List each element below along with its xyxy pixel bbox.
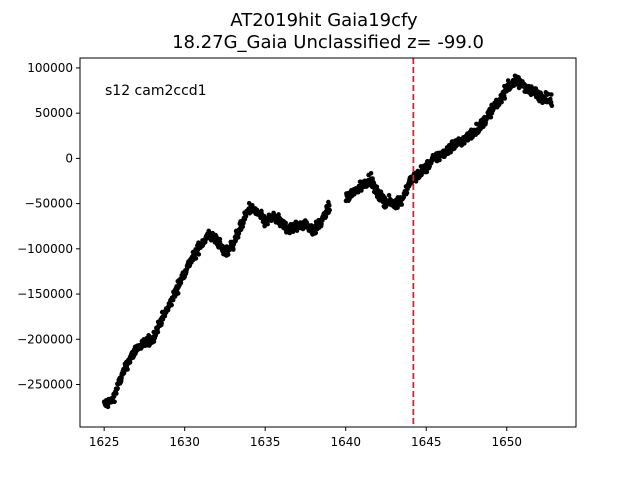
y-tick-label: −50000 xyxy=(25,197,73,211)
data-point xyxy=(404,190,410,196)
x-axis: 1625 1630 1635 1640 1645 1650 xyxy=(89,427,522,449)
data-point xyxy=(419,172,424,178)
x-tick-label: 1645 xyxy=(411,435,442,449)
data-point xyxy=(235,235,241,240)
data-point xyxy=(549,103,555,109)
data-point xyxy=(370,176,375,181)
data-point xyxy=(225,252,231,257)
data-point xyxy=(549,92,554,97)
data-point xyxy=(125,367,130,372)
x-tick-label: 1625 xyxy=(89,435,120,449)
data-point xyxy=(462,141,467,146)
data-point xyxy=(112,399,117,405)
ccd-annotation: s12 cam2ccd1 xyxy=(105,83,207,99)
data-point xyxy=(115,386,120,391)
data-point xyxy=(240,224,246,230)
data-point xyxy=(250,203,255,208)
data-point xyxy=(368,170,374,176)
data-point xyxy=(159,321,164,326)
data-point xyxy=(113,391,119,396)
data-point xyxy=(502,96,508,101)
data-point xyxy=(545,91,551,97)
data-point xyxy=(413,179,419,184)
x-tick-label: 1635 xyxy=(250,435,281,449)
x-tick-label: 1630 xyxy=(169,435,200,449)
data-point xyxy=(276,212,281,217)
data-point xyxy=(313,230,319,236)
y-tick-label: −150000 xyxy=(17,287,73,301)
plot-frame xyxy=(79,57,577,428)
data-point xyxy=(146,333,152,339)
data-point xyxy=(386,192,392,198)
data-point xyxy=(175,291,181,296)
x-tick-label: 1650 xyxy=(491,435,522,449)
data-point xyxy=(488,114,494,120)
y-tick-label: 0 xyxy=(65,151,73,165)
data-point xyxy=(374,184,380,190)
y-tick-label: −250000 xyxy=(17,377,73,391)
data-point xyxy=(265,221,270,227)
data-point xyxy=(127,360,133,365)
data-point xyxy=(327,207,332,213)
data-point xyxy=(319,221,324,227)
data-point xyxy=(231,247,236,252)
x-tick-label: 1640 xyxy=(330,435,361,449)
data-points xyxy=(101,73,555,410)
y-tick-label: −200000 xyxy=(17,332,73,346)
y-tick-label: −100000 xyxy=(17,242,73,256)
data-point xyxy=(193,256,199,261)
plot-area xyxy=(101,58,555,427)
data-point xyxy=(155,329,161,335)
data-point xyxy=(395,205,400,210)
data-point xyxy=(548,99,554,105)
data-point xyxy=(169,302,174,308)
chart-title-line1: AT2019hit Gaia19cfy xyxy=(230,10,418,31)
data-point xyxy=(399,202,405,207)
y-axis: −250000 −200000 −150000 −100000 −50000 0 50000… xyxy=(17,61,80,391)
data-point xyxy=(151,339,157,344)
data-point xyxy=(499,99,504,105)
data-point xyxy=(196,252,202,257)
y-tick-label: 100000 xyxy=(27,61,73,75)
data-point xyxy=(326,203,332,208)
data-point xyxy=(170,297,176,303)
data-point xyxy=(424,169,430,175)
data-point xyxy=(283,220,288,226)
data-point xyxy=(202,239,208,245)
chart-title-line2: 18.27G_Gaia Unclassified z= -99.0 xyxy=(172,32,484,53)
y-tick-label: 50000 xyxy=(35,106,73,120)
data-point xyxy=(383,204,389,209)
data-point xyxy=(505,78,511,83)
